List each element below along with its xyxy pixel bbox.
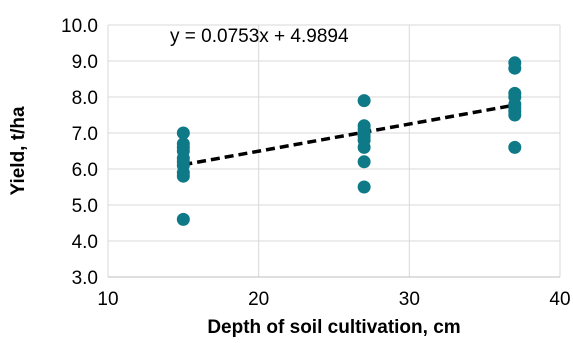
x-tick-label: 20	[248, 289, 269, 310]
trendline-equation: y = 0.0753x + 4.9894	[170, 26, 349, 47]
x-tick-label: 30	[399, 289, 420, 310]
data-point	[508, 140, 522, 154]
data-point	[508, 61, 522, 75]
x-axis-title: Depth of soil cultivation, cm	[207, 317, 460, 338]
x-tick-label: 40	[549, 289, 570, 310]
y-tick-label: 7.0	[72, 124, 98, 145]
data-point	[357, 180, 371, 194]
data-point	[357, 94, 371, 108]
x-tick-label: 10	[97, 289, 118, 310]
y-tick-label: 5.0	[72, 196, 98, 217]
data-point	[176, 126, 190, 140]
data-points	[176, 56, 522, 226]
y-tick-label: 8.0	[72, 88, 98, 109]
data-point	[176, 212, 190, 226]
y-tick-label: 4.0	[72, 232, 98, 253]
y-tick-label: 9.0	[72, 52, 98, 73]
y-tick-label: 3.0	[72, 268, 98, 289]
labels: y = 0.0753x + 4.9894 Depth of soil culti…	[8, 16, 571, 338]
gridlines	[107, 24, 561, 278]
y-tick-label: 6.0	[72, 160, 98, 181]
trendline	[183, 103, 516, 167]
data-point	[357, 155, 371, 169]
data-point	[176, 169, 190, 183]
data-point	[508, 108, 522, 122]
y-tick-label: 10.0	[61, 16, 98, 37]
data-point	[357, 140, 371, 154]
y-axis-title: Yield, t/ha	[8, 106, 29, 195]
trendline-layer	[183, 103, 516, 167]
